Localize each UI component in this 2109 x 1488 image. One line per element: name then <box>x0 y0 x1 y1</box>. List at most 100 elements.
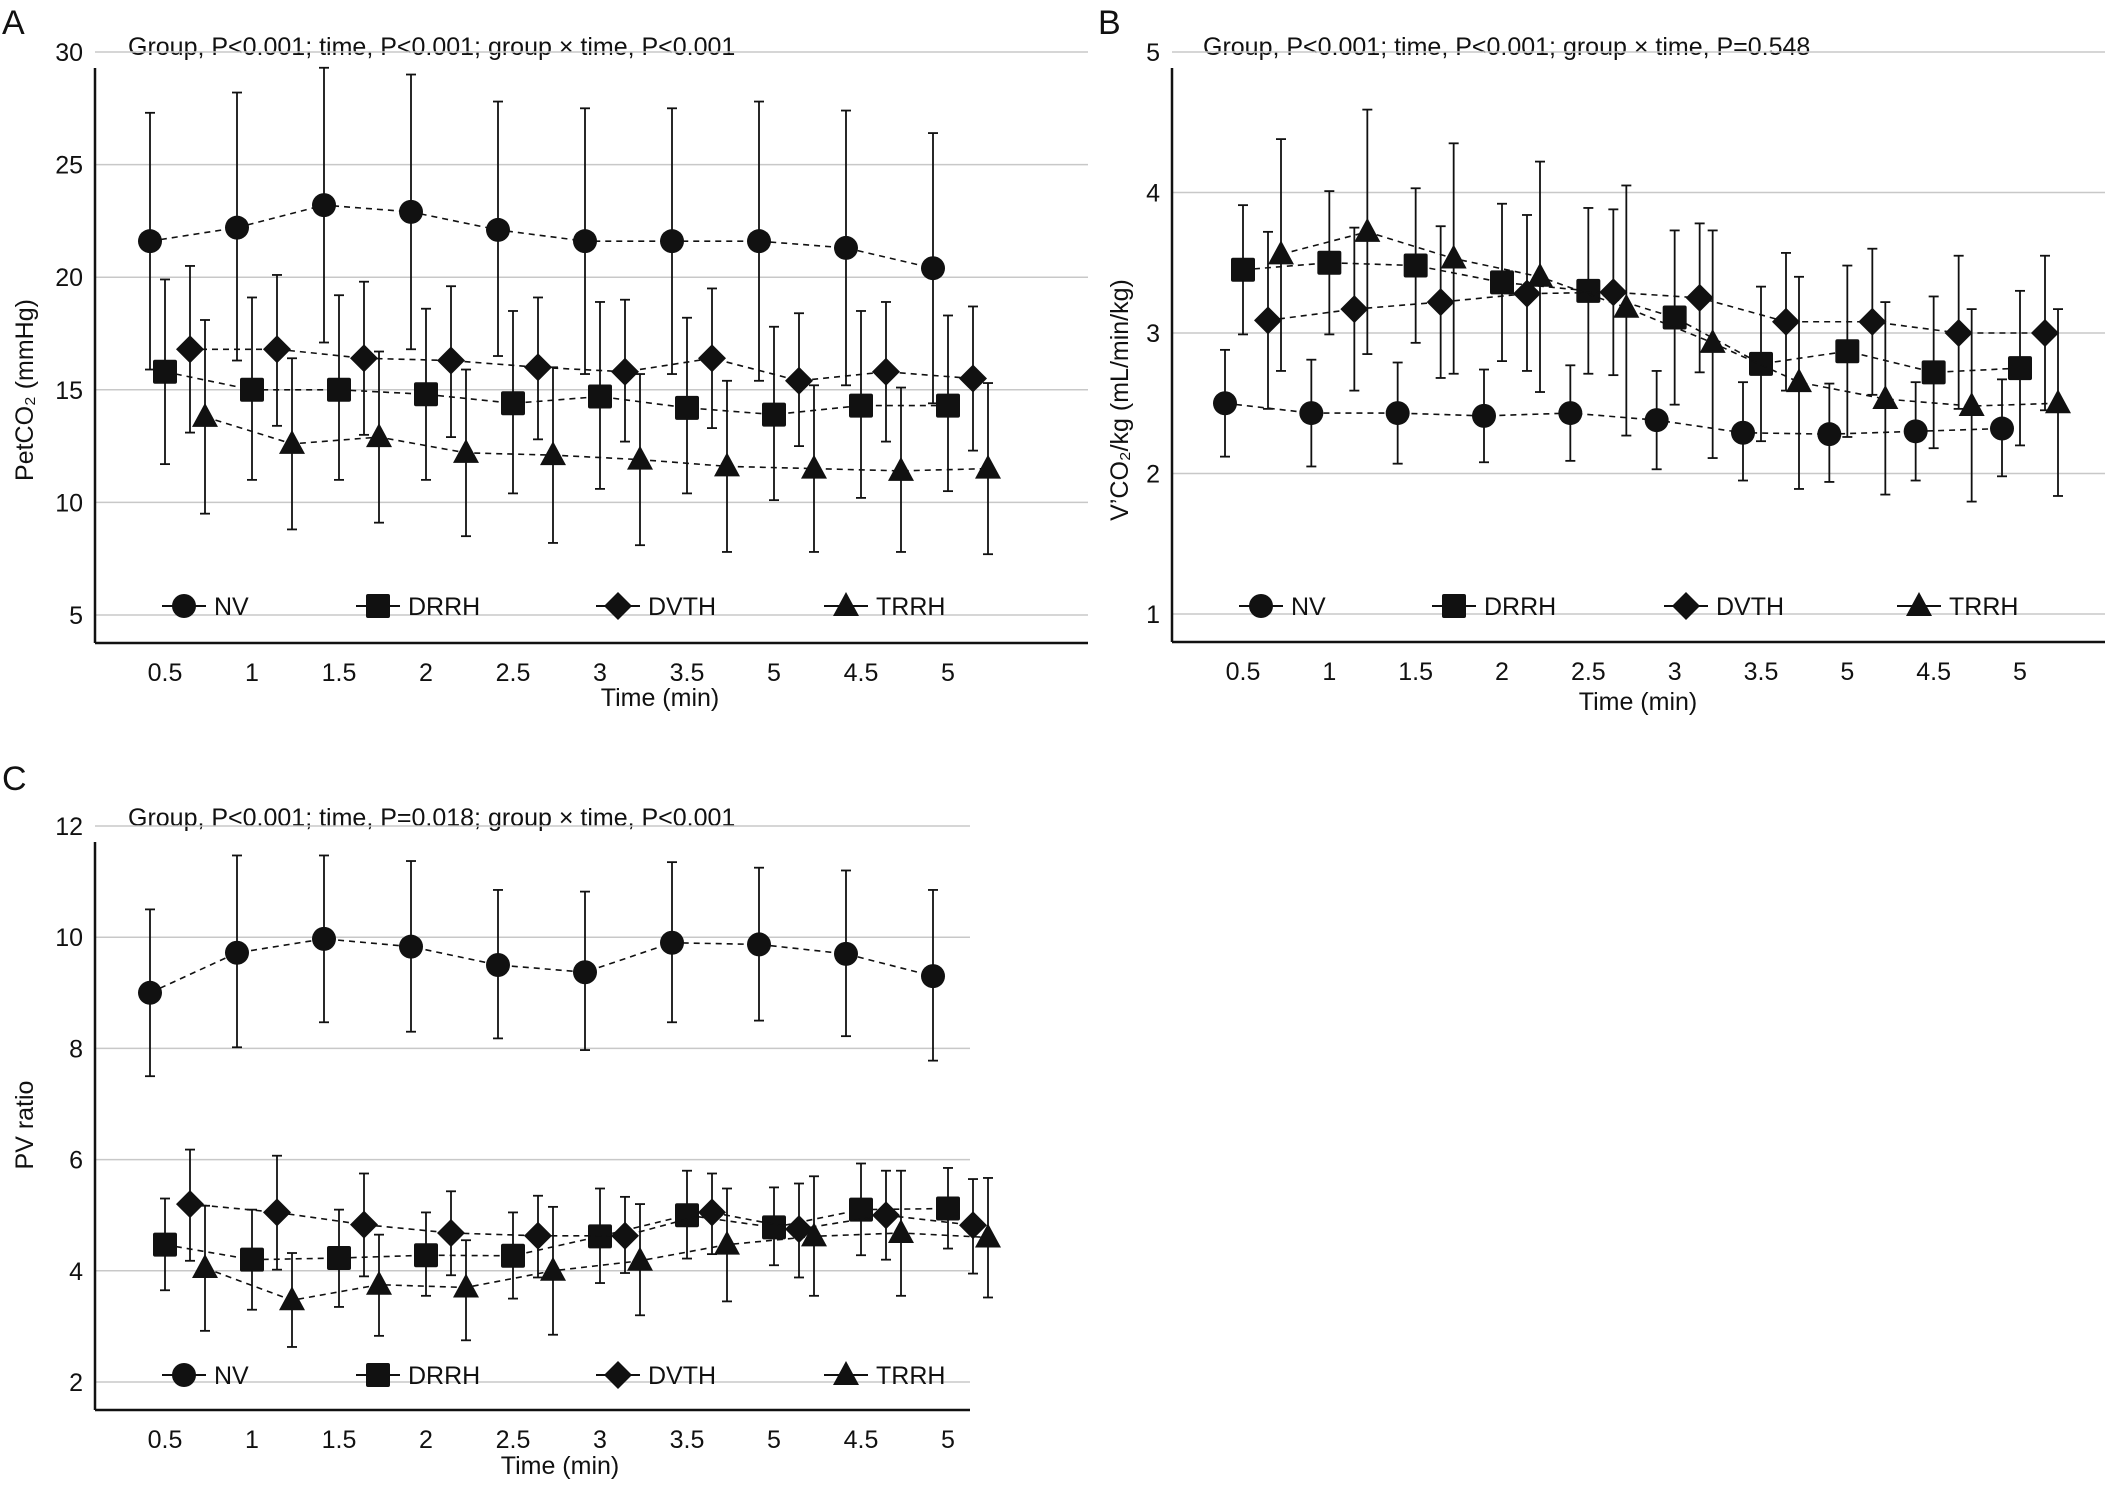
panel-c-point-trrh <box>192 1254 218 1279</box>
panel-b: B Group, P<0.001; time, P<0.001; group ×… <box>1098 4 2105 716</box>
panel-c-point-dvth <box>176 1190 204 1219</box>
panel-b-stats-text: Group, P<0.001; time, P<0.001; group × t… <box>1203 33 1810 61</box>
panel-b-point-nv <box>1903 419 1928 444</box>
panel-a-point-trrh <box>975 454 1001 479</box>
panel-c-x-tick-label: 1 <box>245 1426 259 1454</box>
panel-a-x-tick-label: 1 <box>245 659 259 687</box>
panel-c-x-axis-title: Time (min) <box>501 1452 620 1480</box>
panel-b-point-nv <box>1472 403 1496 428</box>
panel-c-plot-area: 2 4 6 8 10 12 0.5 1 1.5 2 2.5 3 3.5 5 4.5 5 NV DRRH DVTH TR… <box>55 813 1001 1454</box>
panel-c-point-dvth <box>872 1201 900 1230</box>
panel-a-point-nv <box>747 229 771 254</box>
panel-a-y-tick-label: 5 <box>69 602 83 630</box>
panel-a-point-trrh <box>366 423 392 448</box>
panel-b-y-tick-label: 1 <box>1146 601 1160 629</box>
panel-c-point-dvth <box>698 1198 726 1227</box>
panel-c-point-dvth <box>611 1221 639 1250</box>
panel-c-point-trrh <box>279 1286 305 1311</box>
panel-a-legend-marker-trrh <box>833 592 859 616</box>
panel-a-point-trrh <box>627 445 653 470</box>
panel-b-legend-label-drrh: DRRH <box>1484 593 1556 621</box>
panel-a-y-tick-label: 10 <box>55 489 83 517</box>
panel-c-point-drrh <box>675 1203 699 1228</box>
panel-a-legend-label-trrh: TRRH <box>876 593 945 621</box>
panel-b-point-drrh <box>1662 305 1687 330</box>
panel-a-point-trrh <box>714 452 740 477</box>
panel-a-x-tick-label: 4.5 <box>844 659 879 687</box>
panel-c-series-line-nv <box>149 938 934 994</box>
panel-c-point-nv <box>573 960 597 985</box>
panel-c-point-drrh <box>240 1247 264 1272</box>
panel-c-point-drrh <box>849 1197 873 1222</box>
panel-c: C Group, P<0.001; time, P=0.018; group ×… <box>2 760 1001 1480</box>
panel-b-point-drrh <box>2008 356 2032 381</box>
panel-a-point-drrh <box>936 393 960 418</box>
panel-c-point-dvth <box>785 1215 813 1244</box>
panel-a-x-tick-label: 1.5 <box>322 659 357 687</box>
panel-c-point-drrh <box>501 1243 525 1268</box>
panel-c-x-tick-label: 2.5 <box>496 1426 531 1454</box>
panel-b-x-tick-label: 2.5 <box>1571 658 1606 686</box>
panel-a-point-drrh <box>762 402 786 427</box>
panel-c-point-drrh <box>327 1246 351 1271</box>
panel-c-legend-label-trrh: TRRH <box>876 1362 945 1390</box>
panel-a-point-nv <box>573 229 597 254</box>
panel-b-x-tick-label: 5 <box>2013 658 2027 686</box>
panel-c-point-trrh <box>888 1218 914 1243</box>
panel-b-series-line-nv <box>1224 402 2003 435</box>
panel-a-x-axis-title: Time (min) <box>601 684 720 712</box>
panel-c-point-nv <box>660 930 684 955</box>
panel-b-point-drrh <box>1749 351 1773 376</box>
panel-b-x-tick-label: 2 <box>1495 658 1509 686</box>
panel-b-point-drrh <box>1835 339 1860 364</box>
panel-b-point-nv <box>1213 391 1237 416</box>
panel-c-point-trrh <box>975 1223 1001 1248</box>
panel-a-point-dvth <box>785 366 813 395</box>
panel-c-x-tick-label: 1.5 <box>322 1426 357 1454</box>
panel-c-x-tick-label: 5 <box>941 1426 955 1454</box>
panel-b-point-dvth <box>1685 283 1714 312</box>
panel-c-point-trrh <box>801 1222 827 1247</box>
panel-a-legend-label-drrh: DRRH <box>408 593 480 621</box>
panel-c-point-nv <box>399 934 423 959</box>
panel-a-plot-area: 5 10 15 20 25 30 0.5 1 1.5 2 2.5 3 3.5 5 4.5 5 NV DRRH DVT… <box>55 39 1088 687</box>
panel-a-point-nv <box>486 217 510 242</box>
panel-b-point-trrh <box>1872 385 1899 410</box>
panel-a-x-tick-label: 0.5 <box>148 659 183 687</box>
panel-b-legend-marker-trrh <box>1906 592 1932 616</box>
panel-letter-b: B <box>1098 4 1121 42</box>
panel-a-x-tick-label: 3 <box>593 659 607 687</box>
panel-b-x-tick-label: 0.5 <box>1226 658 1261 686</box>
panel-a-x-tick-label: 2 <box>419 659 433 687</box>
panel-a-point-dvth <box>872 357 900 386</box>
panel-a-point-trrh <box>801 454 827 479</box>
panel-b-x-axis-title: Time (min) <box>1579 688 1698 716</box>
panel-a-point-drrh <box>414 382 438 407</box>
panel-b-point-trrh <box>1958 392 1985 417</box>
panel-b-point-dvth <box>1599 278 1628 307</box>
panel-b-point-drrh <box>1921 360 1946 385</box>
panel-b-plot-area: 1 2 3 4 5 0.5 1 1.5 2 2.5 3 3.5 5 4.5 5 NV DRRH DVTH TRRH <box>1146 39 2105 686</box>
panel-b-series-line-trrh <box>1280 231 2059 407</box>
panel-c-point-dvth <box>437 1218 465 1247</box>
panel-b-point-trrh <box>1786 368 1812 393</box>
panel-a-point-dvth <box>350 344 378 373</box>
panel-b-point-dvth <box>1254 306 1282 335</box>
panel-c-legend-marker-dvth <box>604 1361 632 1389</box>
panel-a-point-dvth <box>263 335 291 364</box>
panel-a-legend-marker-dvth <box>604 592 632 620</box>
panel-b-point-nv <box>1990 416 2014 441</box>
panel-a-point-dvth <box>437 346 465 375</box>
panel-a-point-dvth <box>959 364 987 393</box>
panel-a-point-dvth <box>611 357 639 386</box>
panel-c-y-tick-label: 12 <box>55 813 83 841</box>
panel-c-point-nv <box>138 980 162 1005</box>
panel-b-point-dvth <box>1340 295 1369 324</box>
panel-a-series-line-drrh <box>164 371 948 416</box>
panel-b-point-nv <box>1558 401 1583 426</box>
panel-a-point-trrh <box>888 456 914 481</box>
panel-b-y-axis-title: V’CO₂/kg (mL/min/kg) <box>1106 279 1134 521</box>
panel-a-point-nv <box>225 215 249 240</box>
panel-b-point-nv <box>1731 420 1755 445</box>
panel-c-y-tick-label: 4 <box>69 1258 83 1286</box>
